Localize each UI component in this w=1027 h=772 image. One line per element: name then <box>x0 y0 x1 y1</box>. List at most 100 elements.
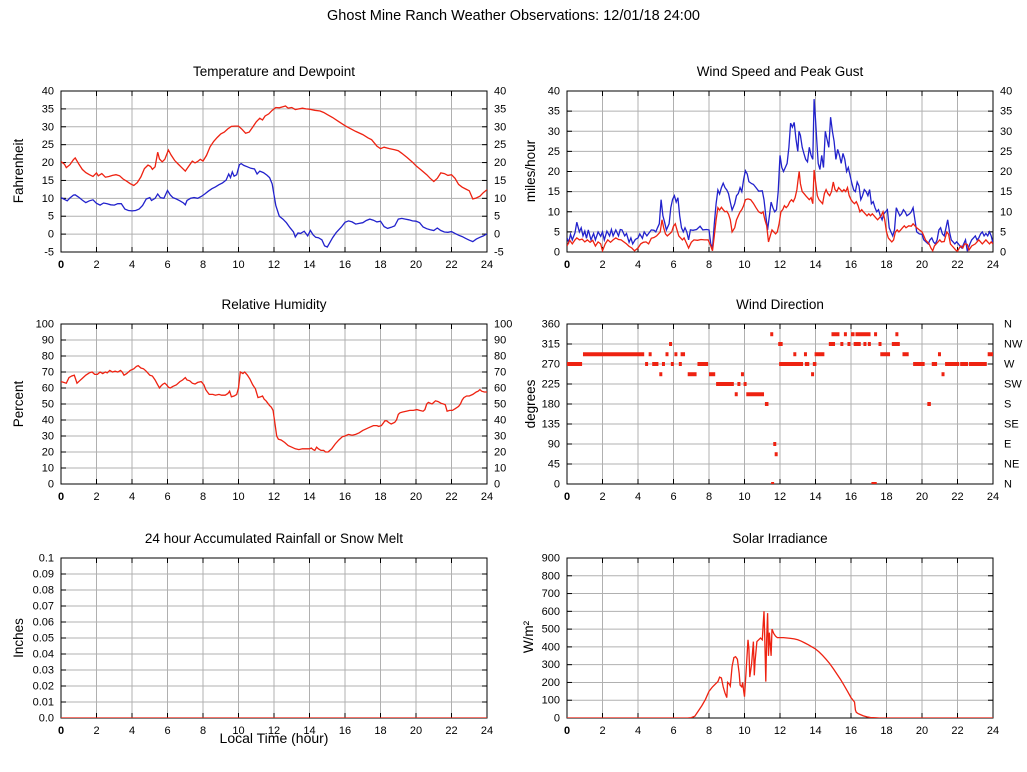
series-solar-irradiance <box>567 611 993 718</box>
x-tick-label: 16 <box>845 259 857 271</box>
y-tick-label: 600 <box>542 606 560 618</box>
x-tick-label: 20 <box>410 491 422 503</box>
x-tick-label: 24 <box>481 259 493 271</box>
x-tick-label: 2 <box>93 259 99 271</box>
y-tick-label: 500 <box>542 624 560 636</box>
x-axis-label-local-time: Local Time (hour) <box>219 730 329 746</box>
y-tick-label: 200 <box>542 677 560 689</box>
y-tick-label-right: 100 <box>494 319 512 331</box>
chart-title-wind-speed: Wind Speed and Peak Gust <box>696 64 864 79</box>
y-tick-label-right: 70 <box>494 367 506 379</box>
y-tick-label-right: 35 <box>494 103 506 115</box>
y-tick-label-right: 20 <box>1000 166 1012 178</box>
y-tick-label: 80 <box>42 351 54 363</box>
x-tick-label: 10 <box>232 725 244 737</box>
x-tick-label: 24 <box>987 259 999 271</box>
x-tick-label: 18 <box>880 259 892 271</box>
y-tick-label: 40 <box>548 86 560 98</box>
x-tick-label: 24 <box>481 725 493 737</box>
y-tick-label: 0 <box>554 247 560 259</box>
y-tick-label-right: 30 <box>1000 126 1012 138</box>
x-tick-label: 12 <box>774 259 786 271</box>
chart-title-wind-direction: Wind Direction <box>736 297 824 312</box>
y-tick-label: 270 <box>542 359 560 371</box>
x-tick-label: 4 <box>635 725 641 737</box>
x-tick-label: 14 <box>303 491 315 503</box>
x-tick-label: 8 <box>706 259 712 271</box>
x-tick-label: 0 <box>564 725 570 737</box>
x-tick-label: 8 <box>200 259 206 271</box>
x-tick-label: 14 <box>303 259 315 271</box>
x-tick-label: 20 <box>410 725 422 737</box>
y-tick-label: -5 <box>44 247 54 259</box>
x-tick-label: 10 <box>738 725 750 737</box>
y-tick-label: 90 <box>548 439 560 451</box>
series-relative-humidity <box>61 364 487 453</box>
compass-label: E <box>1004 439 1011 451</box>
series-wind-speed <box>567 169 993 252</box>
x-tick-label: 16 <box>339 259 351 271</box>
y-tick-label-right: 10 <box>1000 206 1012 218</box>
y-tick-label: 60 <box>42 383 54 395</box>
y-tick-label: 40 <box>42 86 54 98</box>
chart-title-temperature: Temperature and Dewpoint <box>192 64 356 79</box>
y-tick-label: 400 <box>542 641 560 653</box>
x-tick-label: 18 <box>374 725 386 737</box>
x-tick-label: 18 <box>880 725 892 737</box>
y-tick-label-right: 20 <box>494 157 506 169</box>
y-tick-label: 30 <box>42 431 54 443</box>
series-peak-gust <box>567 99 993 252</box>
plot-rain: 0.0 0.01 0.02 0.03 0.04 0.05 0.06 0.07 0.08 0.09 0… <box>33 553 494 738</box>
x-tick-label: 10 <box>232 259 244 271</box>
y-tick-label: 35 <box>42 103 54 115</box>
x-tick-label: 22 <box>951 259 963 271</box>
chart-title-humidity: Relative Humidity <box>221 297 327 312</box>
y-tick-label-right: 25 <box>1000 146 1012 158</box>
x-tick-label: 0 <box>564 491 570 503</box>
y-tick-label-right: 5 <box>1000 226 1006 238</box>
y-tick-label: 20 <box>42 157 54 169</box>
y-tick-label: 5 <box>554 226 560 238</box>
x-tick-label: 0 <box>58 491 64 503</box>
y-tick-label: 10 <box>548 206 560 218</box>
y-tick-label: 300 <box>542 659 560 671</box>
x-tick-label: 0 <box>58 259 64 271</box>
y-tick-label-right: 5 <box>494 211 500 223</box>
x-tick-label: 24 <box>987 491 999 503</box>
x-tick-label: 24 <box>481 491 493 503</box>
y-tick-label: 100 <box>36 319 54 331</box>
y-tick-label-right: 40 <box>494 415 506 427</box>
x-tick-label: 14 <box>809 259 821 271</box>
y-tick-label: 50 <box>42 399 54 411</box>
y-tick-label: 0.02 <box>33 681 54 693</box>
y-tick-label-right: 50 <box>494 399 506 411</box>
y-tick-label-right: 0 <box>494 229 500 241</box>
x-tick-label: 16 <box>339 491 351 503</box>
y-tick-label: 0 <box>48 229 54 241</box>
compass-label: S <box>1004 399 1011 411</box>
x-tick-label: 8 <box>200 491 206 503</box>
x-tick-label: 18 <box>374 259 386 271</box>
y-tick-label: 100 <box>542 695 560 707</box>
y-tick-label: 360 <box>542 319 560 331</box>
x-tick-label: 4 <box>635 491 641 503</box>
x-tick-label: 8 <box>706 491 712 503</box>
y-tick-label-right: 30 <box>494 121 506 133</box>
x-tick-label: 20 <box>916 259 928 271</box>
y-tick-label: 90 <box>42 335 54 347</box>
compass-label: NE <box>1004 459 1019 471</box>
y-tick-label: 0.0 <box>39 713 54 725</box>
x-tick-label: 18 <box>880 491 892 503</box>
x-tick-label: 22 <box>445 725 457 737</box>
x-tick-label: 20 <box>916 725 928 737</box>
y-tick-label: 0.04 <box>33 649 54 661</box>
x-tick-label: 2 <box>93 491 99 503</box>
y-tick-label: 0.08 <box>33 585 54 597</box>
x-tick-label: 16 <box>845 725 857 737</box>
y-tick-label: 20 <box>548 166 560 178</box>
x-tick-label: 14 <box>303 725 315 737</box>
